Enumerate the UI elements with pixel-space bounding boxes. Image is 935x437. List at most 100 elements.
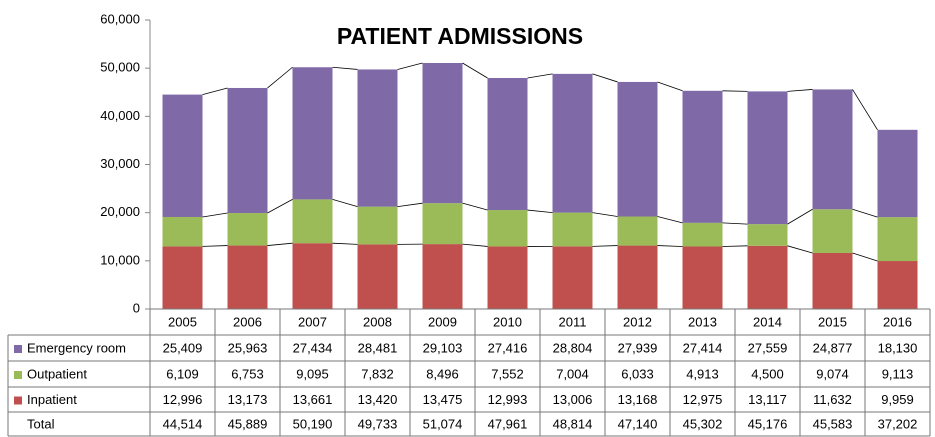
table-cell: 7,552 [491,366,524,381]
bar-segment [747,91,788,225]
bar-segment [617,216,658,246]
bar-segment [812,209,853,253]
series-line [657,245,683,247]
bar-segment [877,261,918,309]
y-tick-label: 60,000 [100,11,140,26]
table-cell: 18,130 [878,340,918,355]
series-line [722,90,748,92]
series-line [332,66,358,70]
y-tick-label: 20,000 [100,204,140,219]
series-line [332,199,358,208]
table-cell: 27,559 [748,340,788,355]
table-cell: 51,074 [423,416,463,431]
series-line [592,73,618,83]
table-cell: 25,409 [163,340,203,355]
series-line [462,62,488,79]
table-cell: 12,975 [683,392,723,407]
x-tick-label: 2014 [753,314,782,329]
y-tick-label: 0 [133,300,140,315]
table-cell: 13,661 [293,392,333,407]
total-label: Total [27,416,55,431]
series-line [527,209,553,214]
series-line [332,242,358,245]
table-cell: 25,963 [228,340,268,355]
bar-segment [617,81,658,217]
table-cell: 6,033 [621,366,654,381]
table-cell: 13,117 [748,392,787,407]
bar-segment [487,77,528,211]
table-cell: 9,113 [882,366,914,381]
table-cell: 13,475 [423,392,463,407]
x-tick-label: 2009 [428,314,457,329]
bar-segment [162,94,203,217]
bar-segment [292,199,333,244]
table-cell: 45,889 [228,416,268,431]
x-tick-label: 2007 [298,314,327,329]
bar-segment [162,246,203,309]
bar-segment [812,252,853,309]
bar-segment [162,216,203,247]
series-line [787,89,813,92]
series-line [397,62,423,70]
bar-segment [422,203,463,245]
x-tick-label: 2011 [559,314,587,329]
bar-segment [357,206,398,245]
legend-swatch [14,371,22,379]
table-cell: 45,583 [813,416,853,431]
x-tick-label: 2013 [688,314,717,329]
table-cell: 9,074 [816,366,849,381]
bar-segment [617,245,658,309]
bar-segment [877,217,918,262]
series-line [397,202,423,208]
table-cell: 7,004 [556,366,589,381]
x-tick-label: 2016 [883,314,912,329]
table-cell: 6,109 [166,366,199,381]
table-cell: 37,202 [878,416,918,431]
bar-segment [422,62,463,204]
series-line [527,73,553,79]
table-cell: 27,939 [618,340,658,355]
series-line [852,252,878,262]
table-cell: 13,006 [553,392,593,407]
table-cell: 27,434 [293,340,333,355]
bar-segment [877,129,918,218]
series-line [202,87,228,95]
table-cell: 47,961 [488,416,528,431]
table-cell: 4,913 [686,366,719,381]
x-tick-label: 2012 [623,314,652,329]
table-cell: 6,753 [231,366,264,381]
table-cell: 7,832 [361,366,394,381]
table-cell: 27,414 [683,340,723,355]
bar-segment [227,213,268,246]
table-cell: 9,959 [881,392,914,407]
bar-segment [227,87,268,214]
series-line [202,245,228,247]
series-line [787,245,813,254]
bar-segment [422,244,463,309]
x-tick-label: 2005 [168,314,197,329]
series-line [267,199,293,214]
table-cell: 28,804 [553,340,593,355]
bar-segment [682,222,723,247]
bar-segment [292,67,333,200]
bar-segment [487,246,528,309]
series-line [592,212,618,217]
bar-segment [357,69,398,207]
legend-swatch [14,345,22,353]
series-line [592,245,618,247]
x-tick-label: 2006 [233,314,262,329]
table-cell: 13,420 [358,392,398,407]
table-cell: 45,176 [748,416,788,431]
bar-segment [812,89,853,210]
y-tick-label: 40,000 [100,108,140,123]
table-cell: 48,814 [553,416,593,431]
bar-segment [227,245,268,309]
y-tick-label: 30,000 [100,156,140,171]
table-cell: 24,877 [813,340,853,355]
table-cell: 44,514 [163,416,203,431]
table-cell: 4,500 [751,366,784,381]
legend-label: Outpatient [27,366,87,381]
table-cell: 27,416 [488,340,528,355]
series-line [462,202,488,211]
